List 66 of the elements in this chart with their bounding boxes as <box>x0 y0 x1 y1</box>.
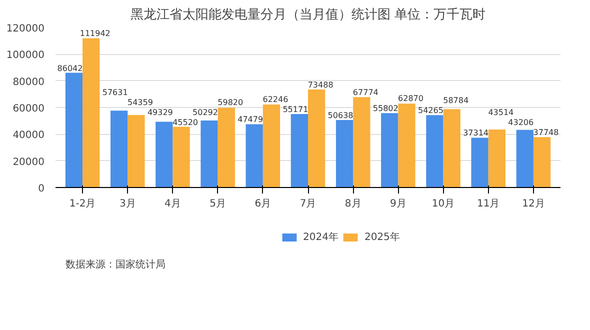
x-tick-label: 8月 <box>344 198 362 210</box>
x-tick-label: 9月 <box>390 198 406 210</box>
data-label: 67774 <box>352 88 378 98</box>
bar <box>471 138 488 188</box>
y-tick-label: 20000 <box>12 156 44 168</box>
data-label: 37314 <box>463 128 489 138</box>
x-tick-label: 4月 <box>164 198 181 210</box>
data-label: 50292 <box>192 108 218 117</box>
bar <box>128 115 145 188</box>
data-label: 54265 <box>418 106 444 116</box>
y-tick-label: 60000 <box>12 104 44 114</box>
data-label: 37748 <box>533 128 559 138</box>
bar <box>398 104 416 188</box>
bar <box>65 72 83 188</box>
bar <box>336 120 354 188</box>
data-label: 55171 <box>282 104 308 114</box>
data-label: 57631 <box>102 88 128 97</box>
data-label: 111942 <box>80 29 110 38</box>
y-tick-label: 120000 <box>6 24 45 34</box>
data-label: 45520 <box>172 118 198 127</box>
data-label: 73488 <box>308 80 334 90</box>
data-label: 47479 <box>238 115 264 124</box>
bar <box>172 126 190 188</box>
x-tick-label: 7月 <box>300 198 316 210</box>
x-tick-label: 12月 <box>522 198 545 210</box>
x-tick-label: 11月 <box>476 198 500 210</box>
chart-title: 黑龙江省太阳能发电量分月（当月值）统计图 单位：万千瓦时 <box>130 8 486 22</box>
data-label: 86042 <box>57 64 83 73</box>
source-note: 数据来源：国家统计局 <box>66 258 166 270</box>
bar <box>110 110 128 188</box>
x-tick-label: 3月 <box>119 198 136 210</box>
data-label: 62246 <box>262 94 288 104</box>
bar <box>426 115 444 188</box>
bar <box>290 114 308 188</box>
data-label: 43514 <box>488 108 514 118</box>
y-tick-label: 40000 <box>12 130 44 142</box>
data-label: 55802 <box>372 104 398 114</box>
bar <box>533 137 551 188</box>
bar <box>443 109 460 188</box>
data-label: 58784 <box>443 96 469 106</box>
bar <box>246 124 263 188</box>
data-label: 43206 <box>508 118 534 128</box>
data-label: 62870 <box>398 94 424 104</box>
bar <box>218 108 235 188</box>
y-tick-label: 80000 <box>12 76 44 88</box>
legend-label: 2024年 <box>303 231 338 244</box>
data-label: 59820 <box>218 98 244 107</box>
bar <box>200 120 218 188</box>
data-label: 50638 <box>328 110 354 120</box>
x-tick-label: 5月 <box>210 198 226 210</box>
bar <box>82 38 100 188</box>
data-label: 49329 <box>147 108 173 117</box>
y-tick-label: 100000 <box>6 50 45 62</box>
y-tick-label: 0 <box>38 184 45 194</box>
bar <box>488 129 506 188</box>
x-tick-label: 1-2月 <box>69 198 96 210</box>
bar <box>308 90 326 188</box>
bar <box>262 104 280 188</box>
legend-label: 2025年 <box>364 231 400 244</box>
bar <box>516 130 534 188</box>
bar <box>156 122 173 188</box>
bar <box>353 97 370 188</box>
x-tick-label: 10月 <box>432 198 455 210</box>
data-label: 54359 <box>127 98 153 107</box>
bar <box>381 113 398 188</box>
x-tick-label: 6月 <box>254 198 272 210</box>
